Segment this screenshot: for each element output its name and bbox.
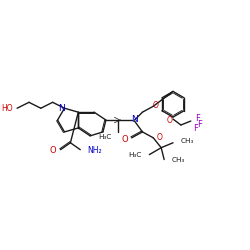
Text: F: F	[193, 124, 198, 134]
Text: F: F	[197, 120, 202, 128]
Text: N: N	[58, 104, 65, 113]
Text: O: O	[152, 101, 158, 110]
Text: O: O	[50, 146, 56, 155]
Text: CH₃: CH₃	[172, 156, 186, 162]
Text: O: O	[156, 133, 162, 142]
Text: N: N	[131, 114, 138, 124]
Text: NH₂: NH₂	[87, 146, 102, 155]
Text: F: F	[195, 114, 200, 122]
Text: O: O	[121, 135, 128, 144]
Text: HO: HO	[2, 104, 13, 113]
Text: H₃C: H₃C	[98, 134, 112, 140]
Text: CH₃: CH₃	[181, 138, 194, 144]
Text: H₃C: H₃C	[128, 152, 141, 158]
Text: O: O	[166, 116, 172, 124]
